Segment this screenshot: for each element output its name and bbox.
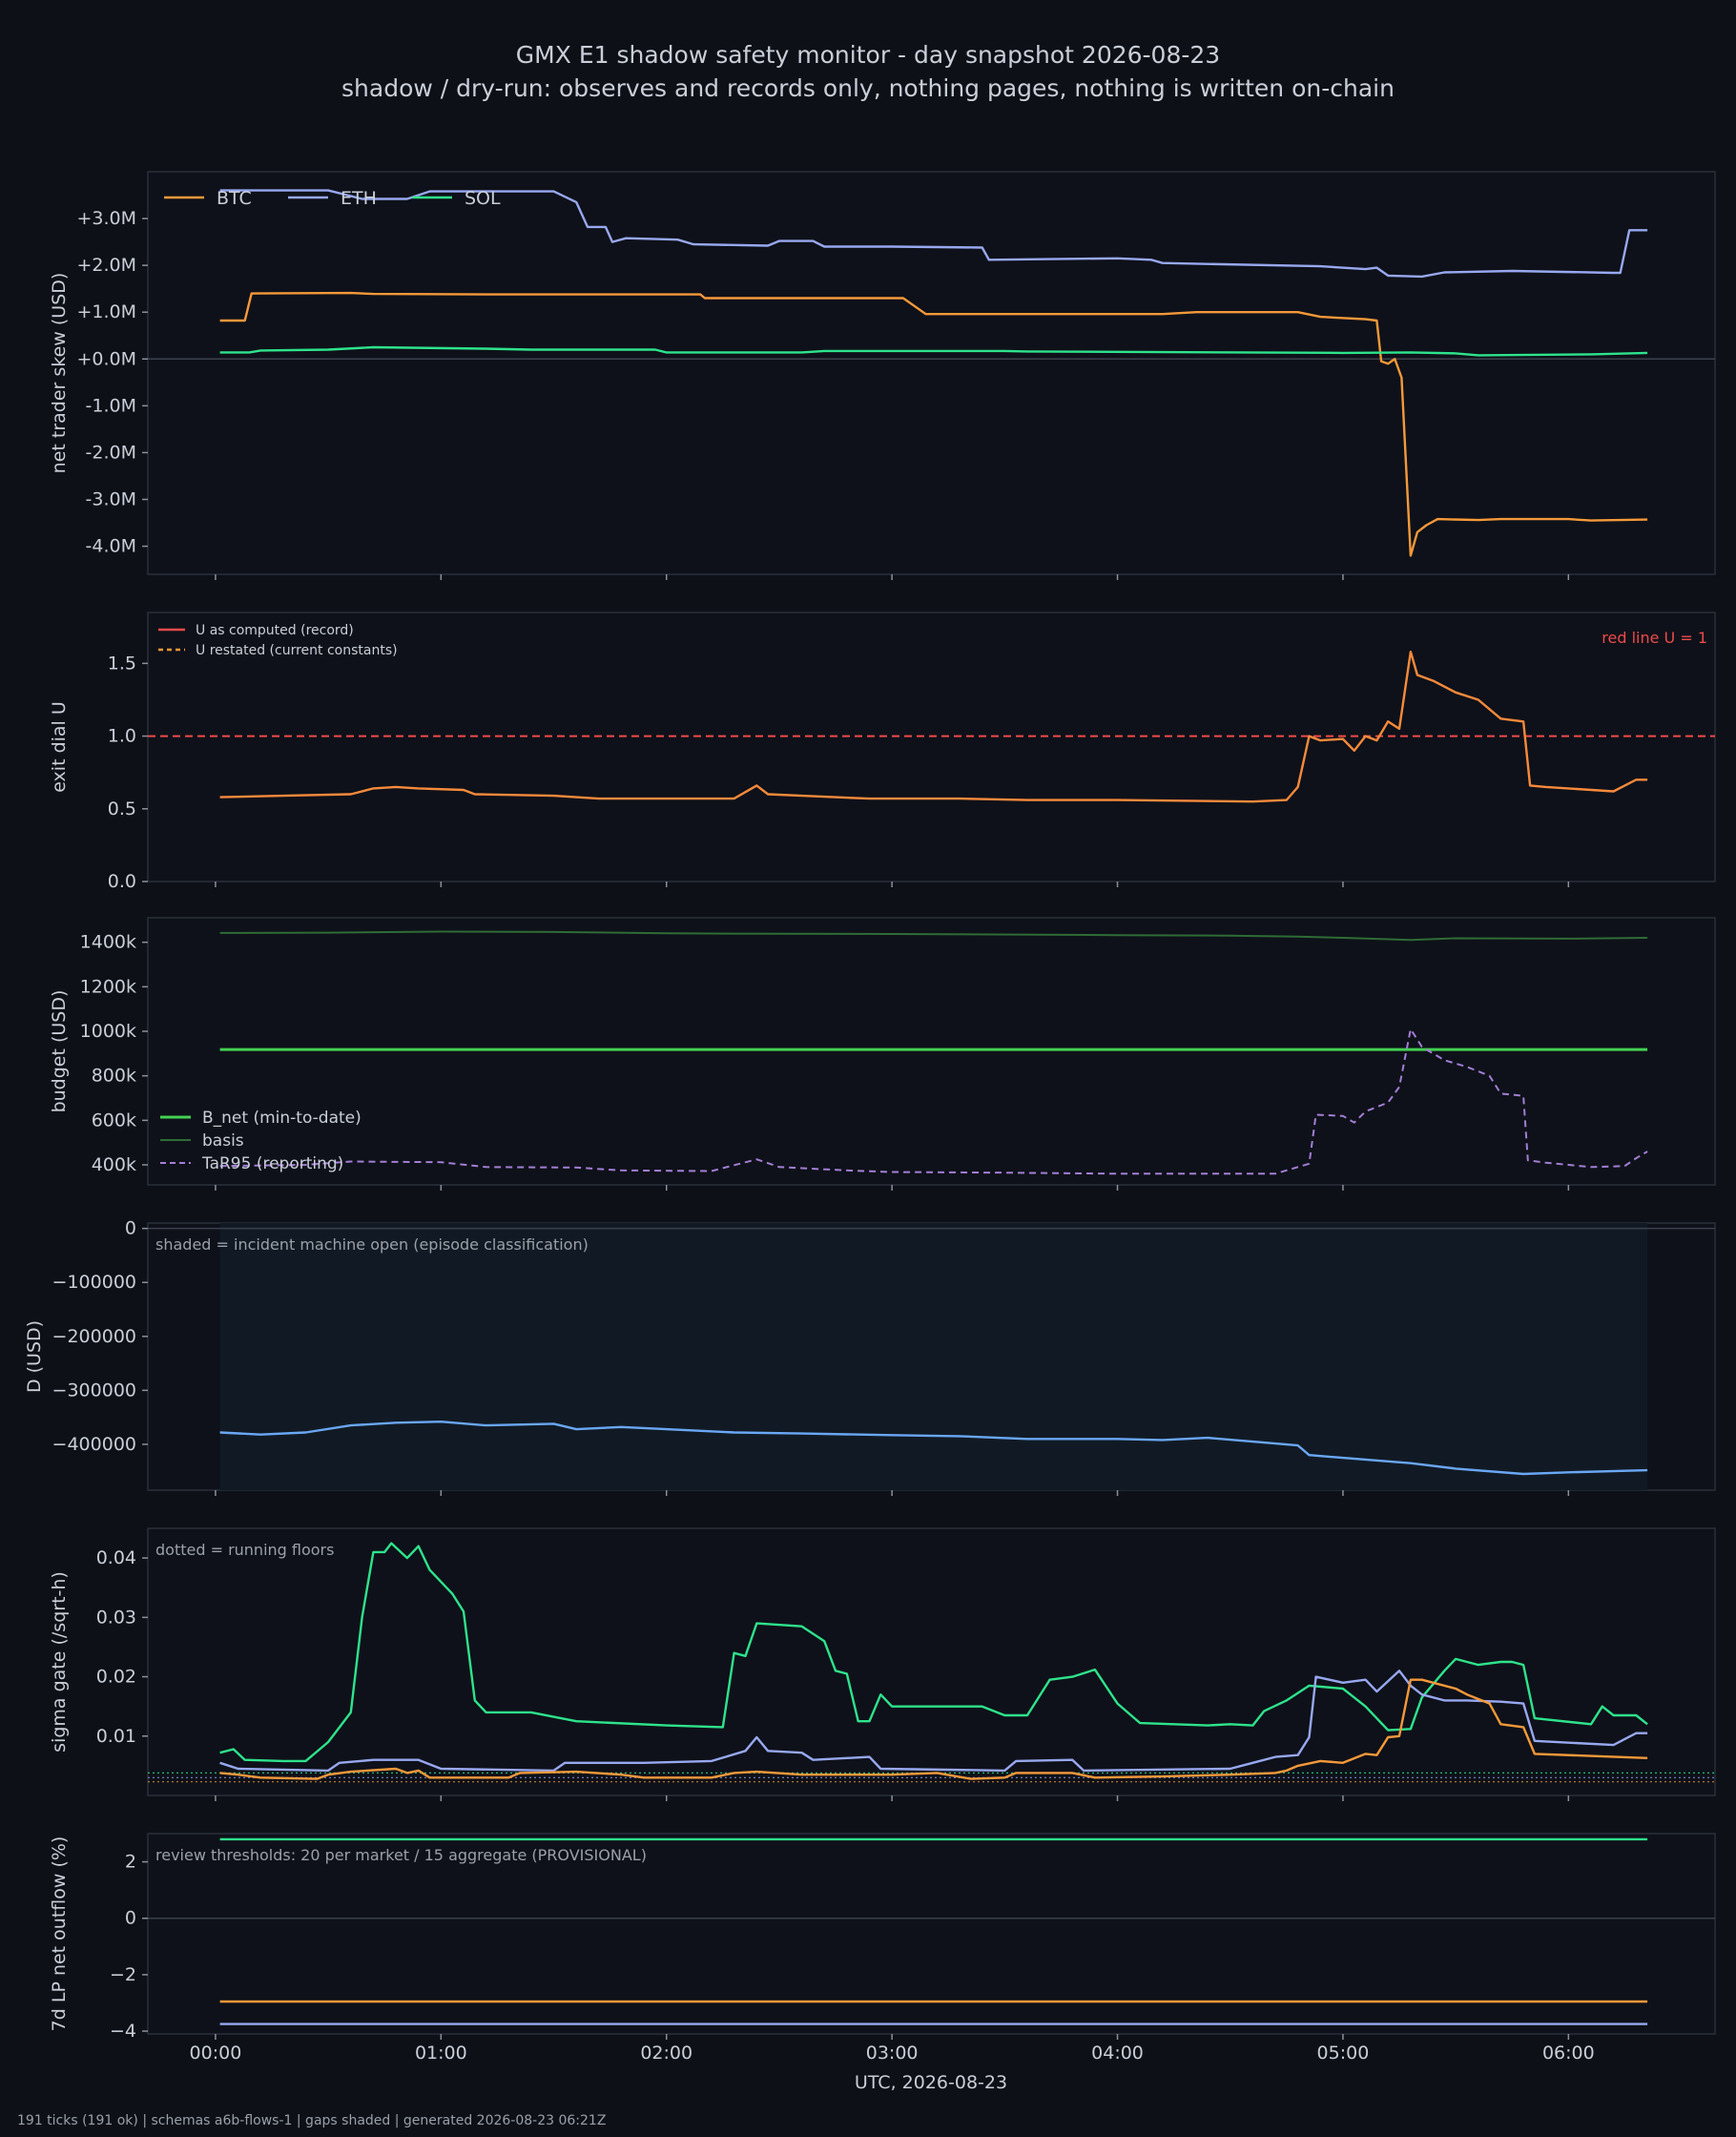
series-line-btc	[219, 291, 1648, 557]
title-block: GMX E1 shadow safety monitor - day snaps…	[0, 38, 1736, 105]
panel-annotation: dotted = running floors	[155, 1541, 334, 1559]
plot-area	[147, 1527, 1716, 1796]
y-tick-label: 0.5	[108, 799, 136, 820]
y-axis-label: budget (USD)	[49, 990, 70, 1113]
legend-label: ETH	[341, 188, 377, 209]
series-line-eth	[219, 189, 1648, 279]
y-tick-label: 0	[125, 1218, 136, 1239]
series-line-sol	[219, 1542, 1648, 1763]
chart-title: GMX E1 shadow safety monitor - day snaps…	[515, 41, 1221, 69]
panel-4: 0 −100000 −200000 −300000 −400000 D (USD) shad…	[24, 1218, 1716, 1496]
y-tick-label: +3.0M	[76, 208, 136, 229]
x-tick-label: 00:00	[190, 2043, 242, 2064]
legend-label: BTC	[217, 188, 252, 209]
y-tick-label: +1.0M	[76, 301, 136, 322]
y-tick-label: 0.02	[96, 1667, 136, 1688]
y-tick-label: 0.03	[96, 1607, 136, 1628]
x-tick-label: 04:00	[1091, 2043, 1144, 2064]
incident-shade	[219, 1223, 1648, 1490]
y-tick-label: 0.0	[108, 871, 136, 892]
plot-area	[147, 917, 1716, 1186]
panel-5: 0.01 0.02 0.03 0.04 sigma gate (/sqrt-h) dott…	[49, 1527, 1716, 1801]
y-tick-label: −200000	[52, 1326, 136, 1347]
series-line-sol	[219, 345, 1648, 357]
panel-1: +3.0M +2.0M +1.0M +0.0M -1.0M -2.0M -3.0M -4.0M…	[49, 171, 1716, 580]
x-tick-label: 05:00	[1317, 2043, 1370, 2064]
x-tick-label: 02:00	[640, 2043, 692, 2064]
y-tick-label: +2.0M	[76, 255, 136, 276]
legend-label: SOL	[465, 188, 501, 209]
y-tick-label: −2	[110, 1964, 136, 1985]
y-tick-label: −4	[110, 2021, 136, 2042]
y-tick-label: +0.0M	[76, 348, 136, 369]
legend-label: TaR95 (reporting)	[201, 1154, 343, 1173]
series-line-u	[219, 651, 1648, 803]
y-axis-label: D (USD)	[24, 1320, 45, 1393]
legend-label: B_net (min-to-date)	[202, 1109, 362, 1128]
panel-2: 0.0 0.5 1.0 1.5 exit dial U red line U = 1 U a…	[49, 612, 1716, 892]
y-tick-label: 600k	[92, 1110, 136, 1131]
footer-status: 191 ticks (191 ok) | schemas a6b-flows-1…	[17, 2113, 607, 2128]
y-tick-label: −400000	[52, 1434, 136, 1455]
y-axis-label: sigma gate (/sqrt-h)	[49, 1571, 70, 1753]
plot-area	[147, 612, 1716, 882]
x-axis-label: UTC, 2026-08-23	[855, 2072, 1007, 2093]
y-tick-label: 1.5	[108, 653, 136, 674]
legend-label: basis	[202, 1131, 244, 1151]
y-tick-label: -3.0M	[86, 488, 136, 509]
x-tick-label: 01:00	[415, 2043, 467, 2064]
x-tick-label: 06:00	[1542, 2043, 1595, 2064]
panel-annotation: shaded = incident machine open (episode …	[155, 1235, 589, 1254]
y-tick-label: 0.01	[96, 1726, 136, 1747]
legend-label: U restated (current constants)	[196, 643, 398, 658]
y-tick-label: −300000	[52, 1380, 136, 1400]
y-axis-label: exit dial U	[49, 701, 70, 793]
y-tick-label: 400k	[92, 1154, 136, 1175]
panel-3: 400k 600k 800k 1000k 1200k 1400k budget (USD) B…	[49, 917, 1716, 1191]
y-tick-label: 1200k	[80, 976, 136, 997]
y-tick-label: 2	[125, 1852, 136, 1873]
series-line-tar95-reporting-	[219, 1027, 1648, 1175]
y-tick-label: 800k	[92, 1066, 136, 1087]
y-tick-label: 1400k	[80, 932, 136, 953]
x-tick-label: 03:00	[866, 2043, 919, 2064]
y-axis-label: 7d LP net outflow (%)	[49, 1836, 70, 2032]
y-tick-label: 0	[125, 1908, 136, 1929]
y-tick-label: 1.0	[108, 726, 136, 747]
series-line-btc	[219, 1678, 1648, 1780]
series-line-eth	[219, 1670, 1648, 1773]
chart-subtitle: shadow / dry-run: observes and records o…	[341, 74, 1395, 102]
y-tick-label: −100000	[52, 1272, 136, 1293]
y-tick-label: -4.0M	[86, 536, 136, 557]
y-tick-label: -2.0M	[86, 442, 136, 463]
panel-annotation: review thresholds: 20 per market / 15 ag…	[155, 1846, 647, 1864]
y-tick-label: -1.0M	[86, 395, 136, 416]
panel-6: 2 0 −2 −4 7d LP net outflow (%) review thresh…	[49, 1833, 1716, 2042]
legend-label: U as computed (record)	[196, 623, 354, 638]
y-axis-label: net trader skew (USD)	[49, 273, 70, 474]
series-line-basis	[219, 930, 1648, 942]
plot-area	[147, 171, 1716, 575]
series-line-d	[219, 1421, 1648, 1476]
y-tick-label: 0.04	[96, 1547, 136, 1568]
y-tick-label: 1000k	[80, 1021, 136, 1042]
red-line-annotation: red line U = 1	[1602, 629, 1707, 647]
